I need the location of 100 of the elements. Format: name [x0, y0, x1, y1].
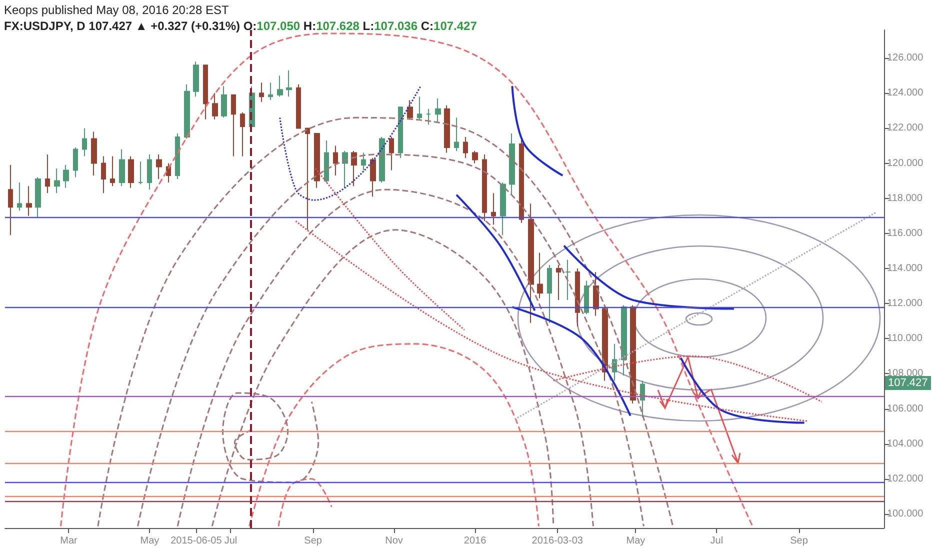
y-tick-label: 116.000 [887, 228, 923, 239]
x-tick-label: Sep [790, 536, 808, 546]
x-tick-label: Sep [304, 536, 322, 546]
y-tick-label: 124.000 [887, 88, 924, 99]
line-series [222, 392, 320, 484]
candlestick [212, 92, 218, 120]
chart-subtitle: FX:USDJPY, D 107.427 ▲ +0.327 (+0.31%) O:107.050 H:107.628 L:107.036 C:107.427 [4, 19, 477, 33]
candlestick [166, 162, 171, 184]
candlestick [417, 96, 422, 120]
candlestick [463, 136, 468, 159]
candlestick [426, 108, 431, 126]
candlestick [630, 304, 636, 404]
candlestick [547, 264, 552, 324]
y-tick-label: 126.000 [887, 52, 924, 64]
candlestick [286, 70, 292, 98]
candlestick [26, 186, 32, 216]
candlestick [128, 156, 134, 188]
line-series [279, 85, 422, 201]
y-tick-label: 100.000 [887, 508, 924, 520]
candlestick [221, 86, 227, 118]
x-tick-label: 2016-03-03 [532, 536, 584, 546]
candlestick [593, 271, 599, 316]
x-tick-label: Jul [224, 536, 238, 546]
candlestick [528, 203, 534, 324]
candlestick [82, 128, 87, 157]
candlestick [556, 264, 561, 301]
candlestick [54, 168, 60, 194]
candlestick [296, 84, 301, 129]
line-series [278, 478, 332, 527]
candlestick [110, 156, 115, 187]
line-series [60, 32, 754, 527]
x-tick-label: Jul [710, 536, 724, 546]
y-tick-label: 102.000 [887, 473, 924, 484]
y-tick-label: 110.000 [887, 333, 923, 344]
candlestick [91, 131, 97, 176]
line-series [176, 188, 594, 527]
chart-title: Keops published May 08, 2016 20:28 EST [4, 2, 230, 18]
candlestick [370, 158, 376, 198]
candlestick [184, 84, 190, 140]
y-tick-label: 104.000 [887, 438, 924, 450]
candlestick [175, 132, 180, 180]
line-series [137, 154, 644, 527]
candlestick [231, 94, 236, 157]
candlestick [509, 132, 515, 196]
candlestick [324, 140, 329, 184]
candlestick [491, 192, 496, 226]
candlestick [314, 132, 320, 188]
candlestick [482, 154, 487, 222]
x-tick-label: Nov [385, 536, 403, 546]
candlestick [138, 161, 143, 185]
candlestick [584, 280, 589, 315]
line-series [211, 229, 554, 527]
candlestick [389, 136, 394, 171]
y-tick-label: 120.000 [887, 158, 924, 169]
y-tick-label: 122.000 [887, 122, 924, 134]
x-tick-label: 2016 [464, 536, 487, 546]
candlestick [444, 104, 450, 154]
candlestick [342, 150, 348, 188]
text: 107.427 [885, 376, 931, 390]
y-tick-label: 118.000 [887, 192, 923, 204]
candlestick [240, 112, 245, 157]
candlestick [379, 136, 385, 184]
candlestick [101, 156, 106, 194]
candlestick [537, 252, 543, 299]
candlestick [435, 98, 441, 124]
candlestick [63, 164, 69, 188]
candlestick [156, 154, 162, 180]
x-tick-label: 2015-06-05 [170, 536, 222, 546]
candlestick [35, 176, 41, 218]
candlestick [119, 148, 125, 187]
candlestick [333, 145, 338, 176]
candlestick [17, 182, 22, 212]
line-series [248, 343, 540, 527]
candlestick [565, 259, 571, 301]
y-tick-label: 112.000 [887, 298, 923, 310]
y-tick-label: 114.000 [887, 262, 923, 274]
candlestick [575, 268, 580, 327]
candlestick [351, 150, 357, 187]
candlestick [621, 304, 627, 376]
candlestick [612, 343, 617, 382]
candlestick [259, 82, 264, 102]
x-tick-label: Mar [60, 536, 78, 546]
candlestick [398, 106, 403, 159]
candlestick [147, 154, 152, 190]
candlestick [407, 100, 413, 120]
x-tick-label: May [140, 536, 160, 546]
candlestick [203, 64, 208, 120]
x-tick-label: May [626, 536, 646, 546]
candlestick [454, 117, 459, 152]
candlestick [472, 150, 478, 164]
candlestick [640, 380, 645, 418]
candlestick [8, 164, 13, 236]
line-series [97, 116, 674, 527]
candlestick [361, 152, 366, 171]
candlestick [193, 61, 199, 98]
candlestick [500, 182, 506, 236]
y-tick-label: 106.000 [887, 403, 924, 414]
candlestick [268, 82, 273, 101]
candlestick [73, 146, 78, 178]
candlestick [277, 75, 283, 98]
